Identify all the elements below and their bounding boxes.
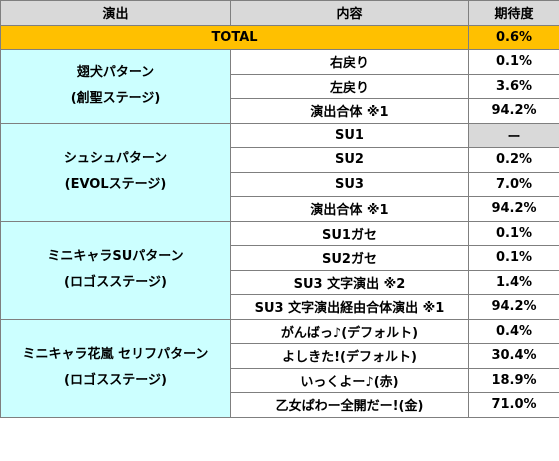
table-row: 乙女ぱわー全開だー!(金) 71.0% [1,392,559,418]
value-cell: 3.6% [468,73,559,99]
pattern-cell: ミニキャラSUパターン (ロゴスステージ) [0,220,231,320]
header-expectation: 期待度 [468,0,559,26]
content-cell: SU3 文字演出 ※2 [230,269,469,295]
value-cell: 0.1% [468,220,559,246]
content-cell: SU2 [230,147,469,173]
value-cell: ー [468,122,559,148]
total-label: TOTAL [0,24,469,50]
table-row: SU3 文字演出経由合体演出 ※1 94.2% [1,294,559,320]
value-cell: 18.9% [468,367,559,393]
content-cell: SU3 [230,171,469,197]
content-cell: いっくよー♪(赤) [230,367,469,393]
pattern-cell: シュシュパターン (EVOLステージ) [0,122,231,222]
pattern-name: 翅犬パターン [76,65,155,81]
value-cell: 30.4% [468,343,559,369]
expectation-table: 演出 内容 期待度 TOTAL 0.6% 翅犬パターン (創聖ステージ) 右戻り… [0,0,559,418]
table-row: ミニキャラ花嵐 セリフパターン (ロゴスステージ) がんばっ♪(デフォルト) 0… [0,318,559,418]
table-row: 演出合体 ※1 94.2% [1,98,559,124]
total-value: 0.6% [468,24,559,50]
pattern-stage: (ロゴスステージ) [64,275,167,290]
content-cell: 右戻り [230,49,469,75]
content-cell: 左戻り [230,73,469,99]
value-cell: 94.2% [468,294,559,320]
table-row: シュシュパターン (EVOLステージ) SU1 ー [0,122,559,222]
pattern-stage: (創聖ステージ) [70,91,161,107]
value-cell: 1.4% [468,269,559,295]
content-cell: がんばっ♪(デフォルト) [230,318,469,344]
value-cell: 71.0% [468,392,559,418]
value-cell: 0.4% [468,318,559,344]
pattern-cell: ミニキャラ花嵐 セリフパターン (ロゴスステージ) [0,318,231,418]
table-row: SU2 0.2% [1,147,559,173]
value-cell: 0.2% [468,147,559,173]
pattern-cell: 翅犬パターン (創聖ステージ) [0,49,231,124]
table-row: 演出合体 ※1 94.2% [1,196,559,222]
value-cell: 7.0% [468,171,559,197]
content-cell: よしきた!(デフォルト) [230,343,469,369]
value-cell: 0.1% [468,49,559,75]
content-cell: 乙女ぱわー全開だー!(金) [230,392,469,418]
table-row: SU3 文字演出 ※2 1.4% [1,269,559,295]
table-row: 翅犬パターン (創聖ステージ) 右戻り 0.1% [0,49,559,124]
content-cell: SU3 文字演出経由合体演出 ※1 [230,294,469,320]
pattern-name: シュシュパターン [63,151,168,166]
content-cell: 演出合体 ※1 [230,196,469,222]
value-cell: 94.2% [468,98,559,124]
table-row: ミニキャラSUパターン (ロゴスステージ) SU1ガセ 0.1% [0,220,559,320]
table-row: SU3 7.0% [1,171,559,197]
header-performance: 演出 [0,0,231,26]
pattern-name: ミニキャラ花嵐 セリフパターン [22,347,209,362]
table-row: いっくよー♪(赤) 18.9% [1,367,559,393]
value-cell: 0.1% [468,245,559,271]
pattern-name: ミニキャラSUパターン [47,249,184,264]
content-cell: SU1 [230,122,469,148]
content-cell: 演出合体 ※1 [230,98,469,124]
table-row: SU2ガセ 0.1% [1,245,559,271]
total-row: TOTAL 0.6% [0,24,559,50]
pattern-stage: (ロゴスステージ) [64,373,167,388]
content-cell: SU2ガセ [230,245,469,271]
value-cell: 94.2% [468,196,559,222]
pattern-stage: (EVOLステージ) [64,177,167,192]
header-row: 演出 内容 期待度 [0,0,559,26]
header-content: 内容 [230,0,469,26]
content-cell: SU1ガセ [230,220,469,246]
